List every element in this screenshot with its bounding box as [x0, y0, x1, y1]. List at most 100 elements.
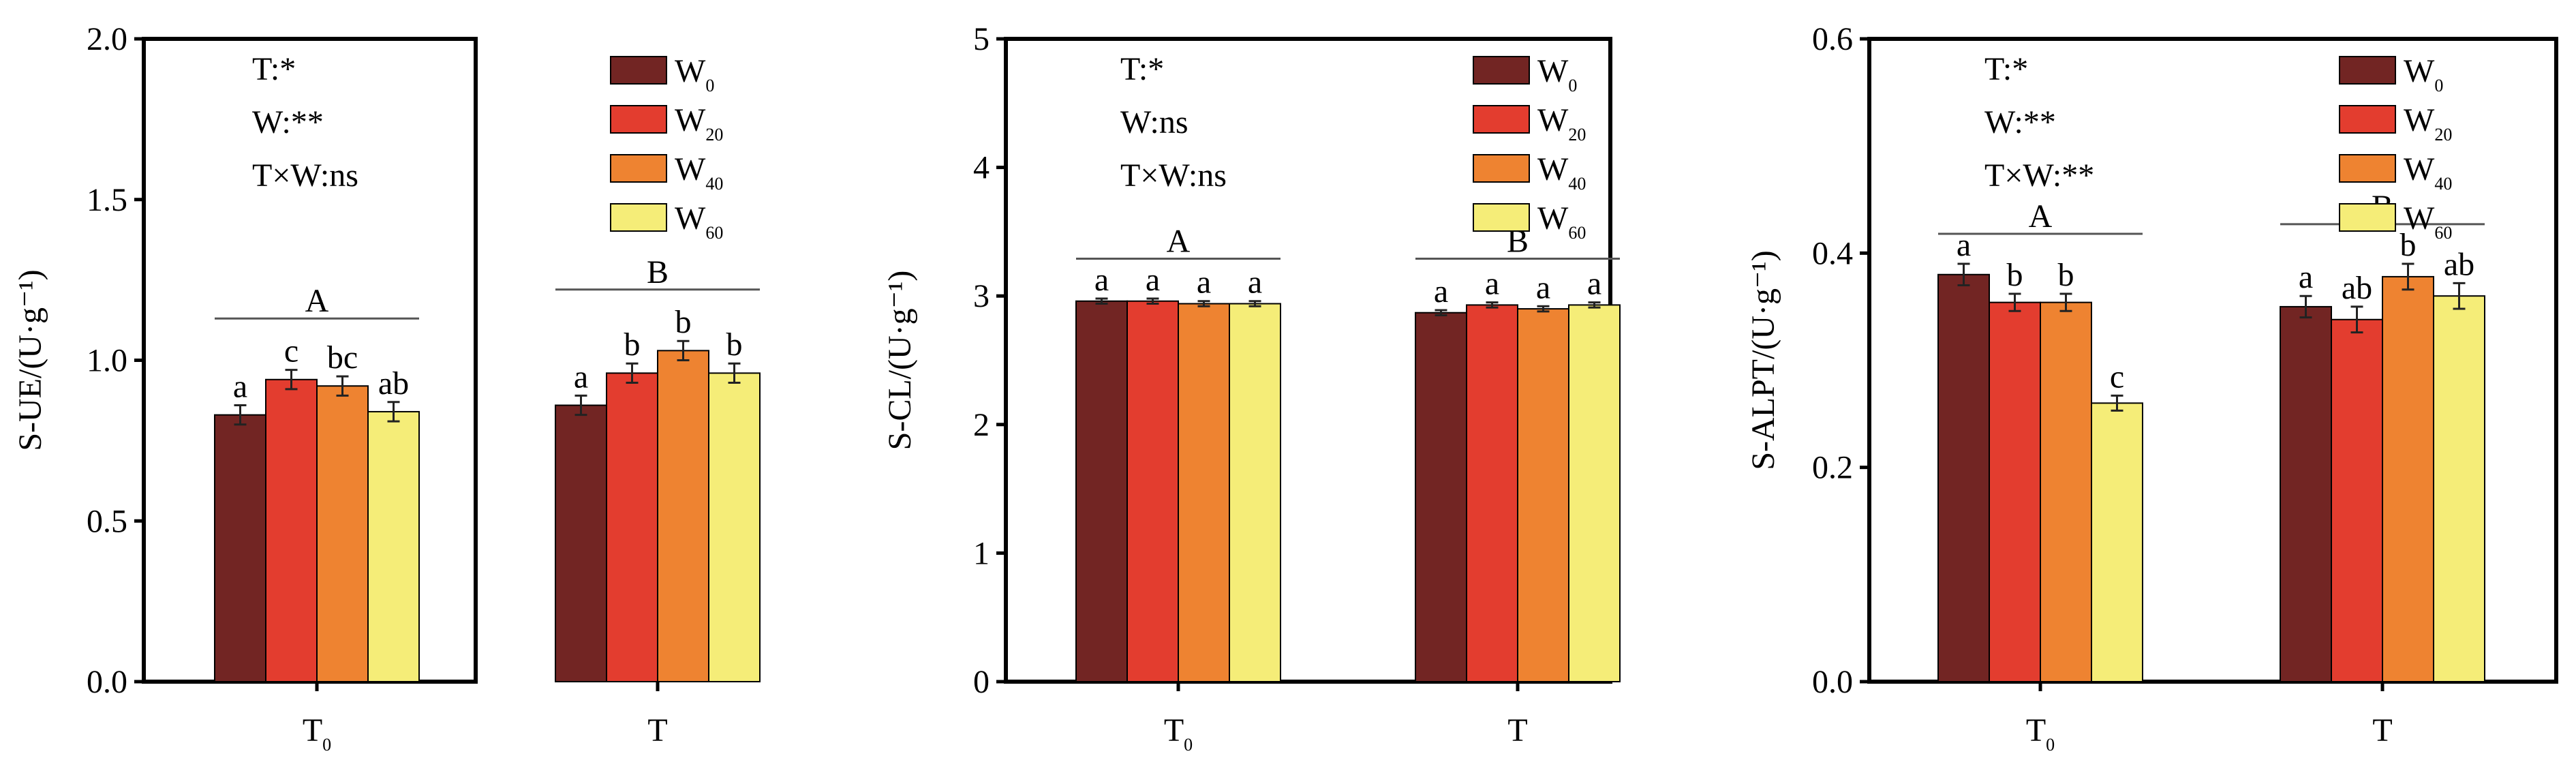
stat-annotation: W:ns: [1120, 104, 1189, 140]
legend-swatch: [610, 203, 667, 232]
x-tick-label-base: T: [1507, 712, 1527, 748]
legend-label-name: W: [675, 200, 706, 237]
significance-letter: a: [1485, 266, 1499, 302]
y-axis-label: S-UE/(U·g⁻¹): [12, 269, 48, 451]
legend-label-sub: 60: [2434, 223, 2452, 243]
significance-letter: b: [2058, 257, 2074, 293]
x-tick-label: T: [1507, 712, 1527, 748]
bar: [1229, 303, 1281, 682]
stat-annotation: T×W:**: [1984, 157, 2094, 194]
legend-swatch: [610, 154, 667, 183]
significance-letter: a: [1197, 264, 1211, 301]
significance-letter: ab: [378, 365, 409, 401]
stat-annotation: T:*: [1120, 51, 1164, 87]
x-tick-label: T: [647, 712, 667, 748]
bar: [1178, 303, 1230, 682]
legend-swatch: [1473, 56, 1530, 85]
bar: [214, 414, 266, 683]
y-tick-label: 4: [973, 150, 990, 186]
legend-label-sub: 20: [1568, 125, 1586, 145]
significance-letter: a: [1094, 262, 1109, 298]
legend-label-sub: 20: [2434, 125, 2452, 145]
y-axis-label: S-ALPT/(U·g⁻¹): [1745, 250, 1781, 470]
stat-annotation: W:**: [1984, 104, 2056, 140]
legend-label: W40: [1537, 151, 1586, 194]
legend-swatch: [1473, 105, 1530, 134]
y-tick-label: 2: [973, 407, 990, 443]
y-tick-label: 1.5: [87, 182, 127, 218]
bar: [265, 378, 318, 682]
significance-letter: b: [726, 327, 743, 363]
y-tick-label: 2.0: [87, 21, 127, 57]
bar: [555, 404, 607, 682]
legend-label-name: W: [2404, 53, 2435, 89]
significance-letter: a: [1536, 269, 1550, 305]
legend-label: W20: [675, 102, 723, 145]
legend-label-name: W: [1537, 53, 1569, 89]
bar: [1415, 312, 1467, 682]
y-tick-label: 3: [973, 278, 990, 314]
bar: [1517, 308, 1569, 682]
significance-letter: a: [233, 369, 247, 405]
legend-label-name: W: [675, 102, 706, 138]
legend-label-sub: 0: [1568, 76, 1577, 95]
legend-label-name: W: [675, 151, 706, 187]
significance-letter: ab: [2342, 270, 2372, 306]
bar: [316, 385, 369, 682]
legend-label: W40: [675, 151, 723, 194]
y-tick-label: 0.0: [1812, 664, 1853, 700]
bar: [2091, 402, 2143, 682]
legend-label-sub: 20: [705, 125, 723, 145]
significance-letter: a: [1957, 227, 1971, 263]
y-tick-label: 0.4: [1812, 235, 1853, 271]
x-tick-label: T0: [2026, 712, 2055, 755]
legend-label-name: W: [2404, 200, 2435, 237]
legend-label-sub: 60: [1568, 223, 1586, 243]
group-letter: A: [1167, 224, 1191, 260]
x-tick-label-base: T: [647, 712, 667, 748]
legend-swatch: [610, 105, 667, 134]
x-tick-label-sub: 0: [2046, 735, 2055, 755]
x-tick-label: T0: [303, 712, 331, 755]
y-tick-label: 0.0: [87, 664, 127, 700]
x-tick-label-base: T: [303, 712, 322, 748]
legend-label-sub: 40: [1568, 174, 1586, 194]
bar: [1937, 273, 1990, 682]
plot-frame: [1867, 37, 2558, 684]
bar: [2040, 301, 2092, 682]
legend-swatch: [2339, 203, 2396, 232]
legend-label-name: W: [1537, 200, 1569, 237]
significance-letter: b: [675, 304, 692, 340]
y-axis-label: S-CL/(U·g⁻¹): [882, 271, 918, 451]
significance-letter: c: [2110, 359, 2124, 395]
legend-swatch: [2339, 56, 2396, 85]
significance-letter: b: [2007, 257, 2023, 293]
significance-letter: a: [1248, 264, 1262, 301]
legend-label-name: W: [2404, 151, 2435, 187]
bar: [367, 410, 420, 682]
y-tick-label: 1.0: [87, 343, 127, 379]
chart-panel-1: 0.00.51.01.52.0S-UE/(U·g⁻¹)T0 Tac bcabAabb…: [12, 21, 761, 755]
legend-label-sub: 60: [705, 223, 723, 243]
stat-annotation: T:*: [252, 51, 296, 87]
group-letter: A: [305, 283, 329, 319]
significance-letter: b: [624, 327, 641, 363]
x-tick-label-base: T: [2026, 712, 2046, 748]
legend-label: W0: [2404, 53, 2443, 95]
bar: [2433, 295, 2485, 682]
y-tick-label: 5: [973, 21, 990, 57]
bar: [2382, 275, 2434, 683]
legend-label-name: W: [2404, 102, 2435, 138]
legend-label: W0: [675, 53, 714, 95]
y-tick-label: 0.2: [1812, 450, 1853, 486]
x-tick-label-base: T: [2372, 712, 2392, 748]
legend-label: W60: [675, 200, 723, 243]
bar: [1466, 304, 1518, 683]
legend-swatch: [1473, 203, 1530, 232]
significance-letter: a: [574, 359, 588, 395]
x-tick-label-sub: 0: [1184, 735, 1193, 755]
legend-label: W20: [1537, 102, 1586, 145]
x-tick-label: T0: [1164, 712, 1193, 755]
legend-label: W60: [1537, 200, 1586, 243]
